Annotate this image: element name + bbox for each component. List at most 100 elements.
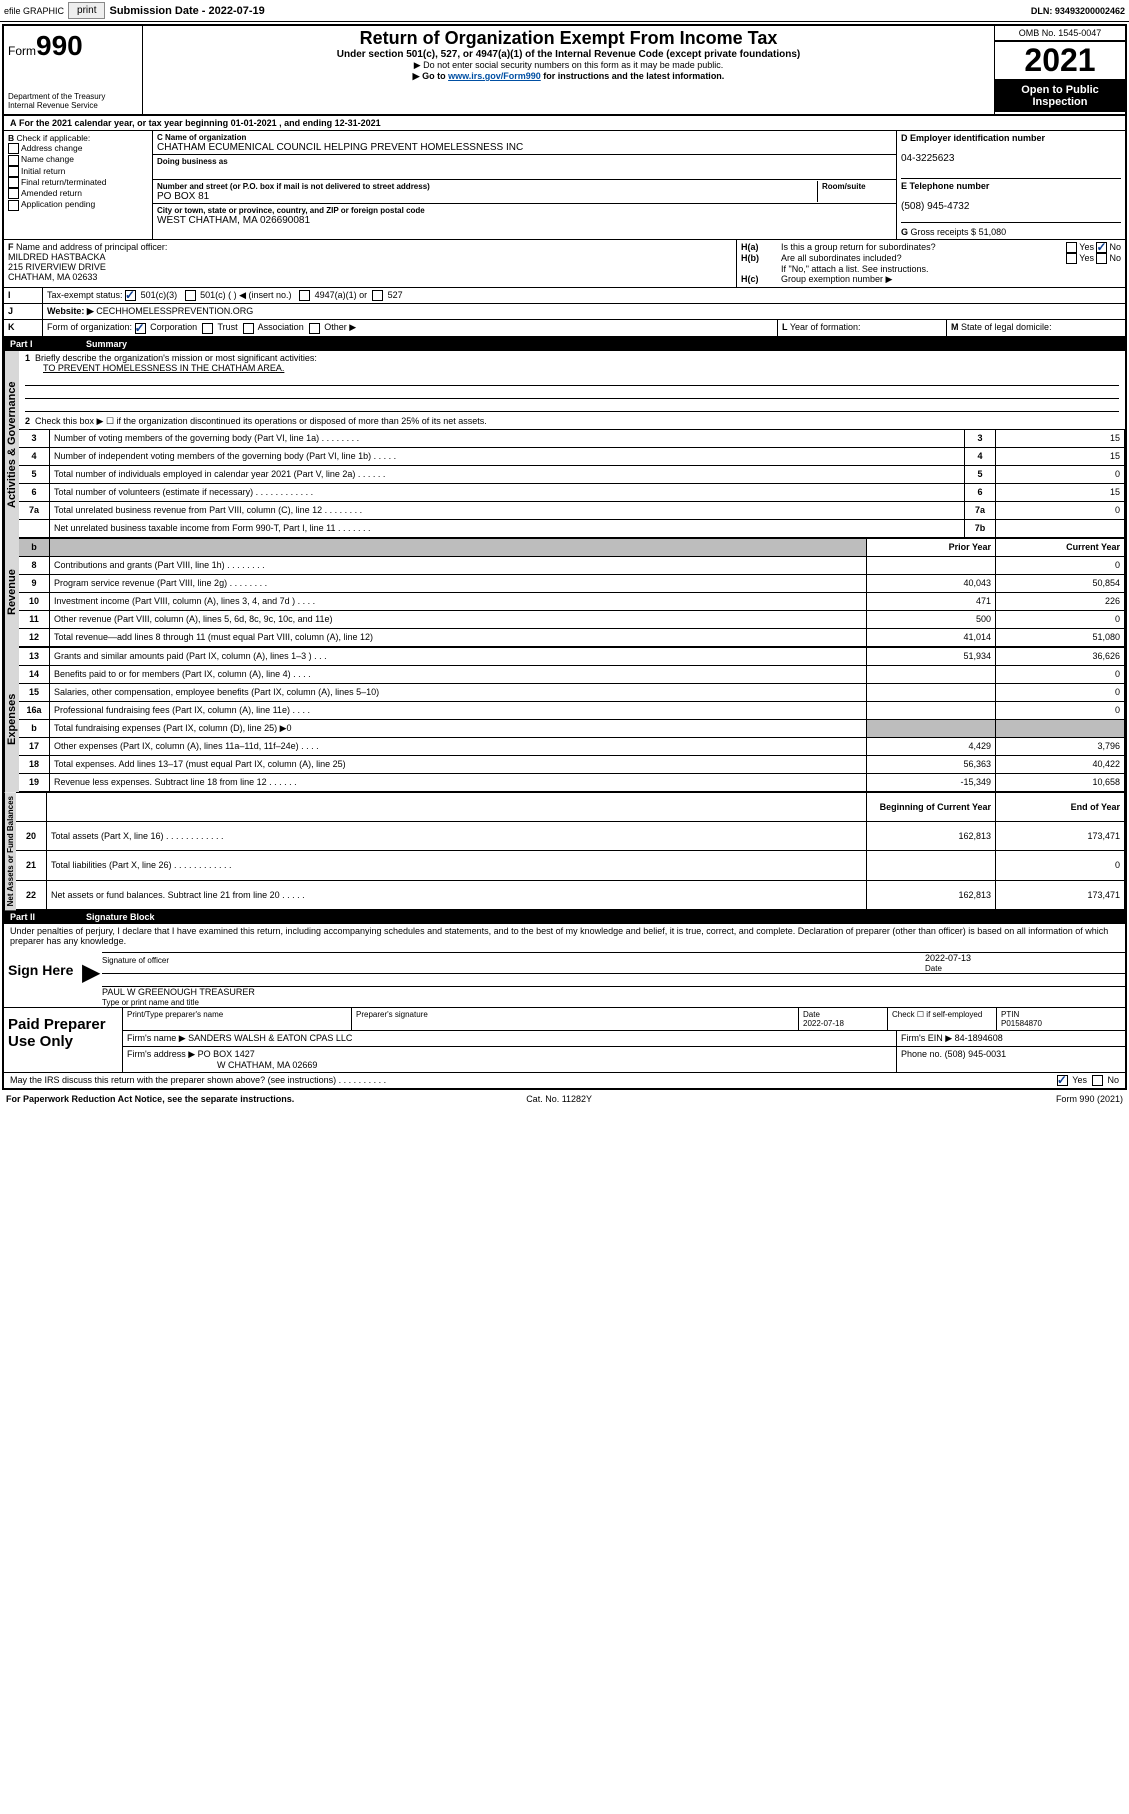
vlabel-rev: Revenue (4, 538, 19, 647)
dba-lbl: Doing business as (157, 157, 228, 166)
room-lbl: Room/suite (822, 182, 866, 191)
table-row: 11Other revenue (Part VIII, column (A), … (19, 610, 1125, 628)
prep-date: 2022-07-18 (803, 1019, 844, 1028)
firm-ein: 84-1894608 (955, 1033, 1003, 1043)
governance-block: Activities & Governance 1 Briefly descri… (4, 351, 1125, 538)
chk-assoc[interactable] (243, 323, 254, 334)
netassets-block: Net Assets or Fund Balances Beginning of… (4, 792, 1125, 910)
exp-table: 13Grants and similar amounts paid (Part … (19, 647, 1125, 792)
part1-header: Part ISummary (4, 337, 1125, 351)
officer-addr: 215 RIVERVIEW DRIVE (8, 262, 106, 272)
signer-name: PAUL W GREENOUGH TREASURER (102, 987, 1125, 997)
net-table: Beginning of Current YearEnd of Year 20T… (16, 792, 1125, 910)
chk-address-change[interactable] (8, 143, 19, 154)
chk-527[interactable] (372, 290, 383, 301)
hb-no[interactable] (1096, 253, 1107, 264)
chk-501c[interactable] (185, 290, 196, 301)
section-bcdefg: B Check if applicable: Address change Na… (4, 131, 1125, 240)
chk-final-return[interactable] (8, 177, 19, 188)
chk-corp[interactable] (135, 323, 146, 334)
section-c: C Name of organizationCHATHAM ECUMENICAL… (153, 131, 896, 239)
tax-exempt-status: Tax-exempt status: 501(c)(3) 501(c) ( ) … (43, 288, 1125, 303)
hb-yes[interactable] (1066, 253, 1077, 264)
firm-name: SANDERS WALSH & EATON CPAS LLC (188, 1033, 352, 1043)
chk-501c3[interactable] (125, 290, 136, 301)
table-row: 20Total assets (Part X, line 16) . . . .… (16, 821, 1125, 850)
discuss-yes[interactable] (1057, 1075, 1068, 1086)
q2-text: Check this box ▶ ☐ if the organization d… (35, 416, 487, 426)
table-row: 5Total number of individuals employed in… (19, 465, 1125, 483)
ha-yes[interactable] (1066, 242, 1077, 253)
website-url[interactable]: CECHHOMELESSPREVENTION.ORG (96, 306, 253, 316)
sign-arrow-icon: ▶ (82, 948, 102, 1007)
open-public: Open to Public Inspection (995, 80, 1125, 112)
d-lbl: D Employer identification number (901, 133, 1045, 143)
submission-date: Submission Date - 2022-07-19 (109, 5, 264, 17)
chk-name-change[interactable] (8, 155, 19, 166)
vlabel-gov: Activities & Governance (4, 351, 19, 538)
table-row: 13Grants and similar amounts paid (Part … (19, 647, 1125, 665)
subtitle-2: ▶ Do not enter social security numbers o… (151, 60, 986, 71)
l-lbl: L (782, 322, 788, 332)
table-row: 14Benefits paid to or for members (Part … (19, 665, 1125, 683)
j-lbl: J (8, 306, 13, 316)
section-fh: F Name and address of principal officer:… (4, 240, 1125, 288)
h-c: Group exemption number ▶ (781, 274, 892, 285)
table-row: 6Total number of volunteers (estimate if… (19, 483, 1125, 501)
i-lbl: I (8, 290, 11, 300)
table-row: bTotal fundraising expenses (Part IX, co… (19, 719, 1125, 737)
efile-label: efile GRAPHIC (4, 6, 64, 16)
irs-label: Internal Revenue Service (8, 101, 138, 110)
table-row: Net unrelated business taxable income fr… (19, 519, 1125, 537)
table-row: 7aTotal unrelated business revenue from … (19, 501, 1125, 519)
chk-trust[interactable] (202, 323, 213, 334)
chk-initial-return[interactable] (8, 166, 19, 177)
sign-here-lbl: Sign Here (4, 948, 82, 1007)
h-ifno: If "No," attach a list. See instructions… (741, 264, 1121, 274)
signer-name-lbl: Type or print name and title (102, 998, 199, 1007)
discuss-no[interactable] (1092, 1075, 1103, 1086)
cat-no: Cat. No. 11282Y (526, 1094, 592, 1104)
irs-link[interactable]: www.irs.gov/Form990 (448, 71, 541, 81)
gross-receipts: 51,080 (979, 227, 1007, 237)
section-a: A For the 2021 calendar year, or tax yea… (4, 116, 1125, 131)
section-h: H(a)Is this a group return for subordina… (737, 240, 1125, 287)
table-row: 19Revenue less expenses. Subtract line 1… (19, 773, 1125, 791)
form-title: Return of Organization Exempt From Incom… (151, 28, 986, 49)
mission: TO PREVENT HOMELESSNESS IN THE CHATHAM A… (43, 363, 284, 373)
paid-preparer-lbl: Paid Preparer Use Only (4, 1008, 122, 1072)
firm-addr2: W CHATHAM, MA 02669 (217, 1060, 317, 1070)
chk-other[interactable] (309, 323, 320, 334)
table-row: 9Program service revenue (Part VIII, lin… (19, 574, 1125, 592)
tax-year: 2021 (995, 41, 1125, 80)
phone: (508) 945-4732 (901, 201, 969, 212)
vlabel-net: Net Assets or Fund Balances (4, 792, 16, 910)
m-lbl: M (951, 322, 959, 332)
dln: DLN: 93493200002462 (1031, 6, 1125, 16)
e-lbl: E Telephone number (901, 181, 989, 191)
rev-table: bPrior YearCurrent Year 8Contributions a… (19, 538, 1125, 647)
sign-date: 2022-07-13 (925, 953, 971, 963)
chk-app-pending[interactable] (8, 200, 19, 211)
form-ref: Form 990 (2021) (1056, 1094, 1123, 1104)
firm-phone: (508) 945-0031 (945, 1049, 1007, 1059)
chk-4947[interactable] (299, 290, 310, 301)
ha-no[interactable] (1096, 242, 1107, 253)
g-lbl: G (901, 227, 908, 237)
sign-here-block: Sign Here ▶ Signature of officer 2022-07… (4, 948, 1125, 1008)
revenue-block: Revenue bPrior YearCurrent Year 8Contrib… (4, 538, 1125, 647)
officer-name: MILDRED HASTBACKA (8, 252, 106, 262)
pra-notice: For Paperwork Reduction Act Notice, see … (6, 1094, 294, 1104)
org-addr: PO BOX 81 (157, 191, 209, 202)
table-row: 15Salaries, other compensation, employee… (19, 683, 1125, 701)
table-row: 16aProfessional fundraising fees (Part I… (19, 701, 1125, 719)
gov-table: 3Number of voting members of the governi… (19, 429, 1125, 538)
prep-sig-hdr: Preparer's signature (352, 1008, 799, 1030)
print-button[interactable]: print (68, 2, 105, 19)
penalty-text: Under penalties of perjury, I declare th… (4, 924, 1125, 948)
chk-amended[interactable] (8, 188, 19, 199)
self-emp-hdr: Check ☐ if self-employed (888, 1008, 997, 1030)
table-row: 17Other expenses (Part IX, column (A), l… (19, 737, 1125, 755)
table-row: 10Investment income (Part VIII, column (… (19, 592, 1125, 610)
table-row: 21Total liabilities (Part X, line 26) . … (16, 851, 1125, 880)
